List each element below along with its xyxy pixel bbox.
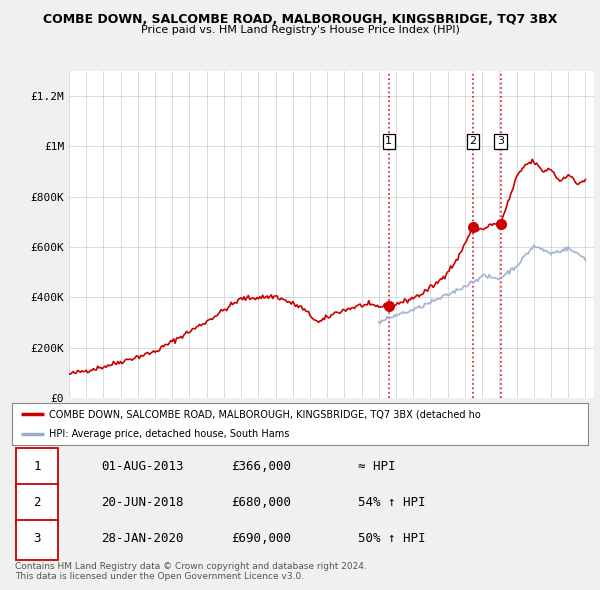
Text: 28-JAN-2020: 28-JAN-2020	[101, 533, 184, 546]
Text: 3: 3	[33, 533, 41, 546]
Text: 50% ↑ HPI: 50% ↑ HPI	[358, 533, 425, 546]
Text: 20-JUN-2018: 20-JUN-2018	[101, 496, 184, 510]
Text: Contains HM Land Registry data © Crown copyright and database right 2024.
This d: Contains HM Land Registry data © Crown c…	[15, 562, 367, 581]
Text: Price paid vs. HM Land Registry's House Price Index (HPI): Price paid vs. HM Land Registry's House …	[140, 25, 460, 35]
Text: ≈ HPI: ≈ HPI	[358, 460, 395, 473]
FancyBboxPatch shape	[16, 520, 58, 560]
Text: 01-AUG-2013: 01-AUG-2013	[101, 460, 184, 473]
Text: 54% ↑ HPI: 54% ↑ HPI	[358, 496, 425, 510]
Text: 1: 1	[385, 136, 392, 146]
Text: COMBE DOWN, SALCOMBE ROAD, MALBOROUGH, KINGSBRIDGE, TQ7 3BX: COMBE DOWN, SALCOMBE ROAD, MALBOROUGH, K…	[43, 13, 557, 26]
Text: 1: 1	[33, 460, 41, 473]
Text: £690,000: £690,000	[231, 533, 291, 546]
FancyBboxPatch shape	[16, 484, 58, 524]
Text: 3: 3	[497, 136, 504, 146]
FancyBboxPatch shape	[16, 448, 58, 488]
Text: £680,000: £680,000	[231, 496, 291, 510]
Text: 2: 2	[469, 136, 476, 146]
Text: £366,000: £366,000	[231, 460, 291, 473]
Text: 2: 2	[33, 496, 41, 510]
Text: HPI: Average price, detached house, South Hams: HPI: Average price, detached house, Sout…	[49, 429, 290, 439]
Text: COMBE DOWN, SALCOMBE ROAD, MALBOROUGH, KINGSBRIDGE, TQ7 3BX (detached ho: COMBE DOWN, SALCOMBE ROAD, MALBOROUGH, K…	[49, 409, 481, 419]
